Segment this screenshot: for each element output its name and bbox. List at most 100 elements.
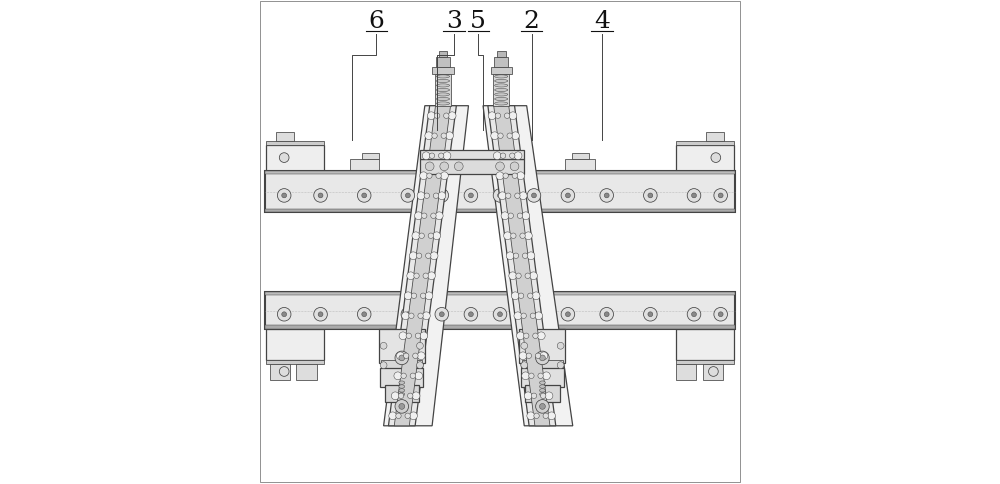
Bar (385, 385, 419, 402)
Bar (676, 364, 696, 380)
Circle shape (401, 373, 406, 378)
Circle shape (314, 189, 327, 203)
Circle shape (434, 114, 440, 119)
Circle shape (540, 393, 546, 399)
Bar (265, 293, 735, 329)
Circle shape (714, 189, 727, 203)
Polygon shape (488, 106, 556, 426)
Circle shape (543, 372, 550, 380)
Circle shape (412, 392, 420, 400)
Bar (432, 68, 454, 75)
Circle shape (718, 194, 723, 198)
Circle shape (440, 163, 449, 171)
Bar (270, 364, 290, 380)
Circle shape (644, 189, 657, 203)
Circle shape (380, 343, 387, 349)
Circle shape (543, 413, 548, 419)
Circle shape (508, 213, 513, 219)
Circle shape (532, 312, 536, 317)
Circle shape (531, 393, 537, 399)
Ellipse shape (436, 76, 450, 79)
Circle shape (394, 372, 402, 380)
Circle shape (511, 234, 516, 239)
Circle shape (405, 413, 410, 419)
Circle shape (391, 392, 399, 400)
Ellipse shape (436, 94, 450, 97)
Circle shape (510, 154, 515, 159)
Circle shape (441, 134, 446, 139)
Circle shape (493, 189, 507, 203)
Circle shape (711, 153, 721, 163)
Ellipse shape (495, 103, 508, 106)
Ellipse shape (495, 94, 508, 97)
Ellipse shape (495, 98, 508, 101)
Circle shape (714, 308, 727, 321)
Circle shape (407, 272, 415, 280)
Circle shape (512, 174, 518, 179)
Circle shape (277, 189, 291, 203)
Circle shape (692, 194, 696, 198)
Bar (362, 154, 379, 160)
Circle shape (420, 172, 427, 180)
Circle shape (527, 252, 535, 260)
Circle shape (424, 194, 430, 199)
Circle shape (514, 152, 522, 160)
Circle shape (491, 133, 499, 140)
Bar (266, 141, 324, 145)
Circle shape (417, 193, 425, 200)
Circle shape (438, 193, 446, 200)
Bar (266, 361, 324, 364)
Circle shape (565, 312, 570, 317)
Circle shape (533, 333, 538, 339)
Circle shape (692, 312, 696, 317)
Circle shape (532, 194, 536, 198)
Circle shape (527, 412, 535, 420)
Circle shape (557, 362, 564, 369)
Bar (676, 329, 734, 361)
Circle shape (557, 343, 564, 349)
Circle shape (498, 134, 503, 139)
Ellipse shape (495, 76, 508, 79)
Ellipse shape (399, 393, 405, 396)
Circle shape (495, 114, 501, 119)
Circle shape (422, 152, 430, 160)
Circle shape (420, 293, 426, 299)
Circle shape (522, 254, 528, 259)
Bar (676, 145, 734, 172)
Circle shape (540, 352, 548, 360)
Circle shape (503, 174, 508, 179)
Circle shape (425, 163, 434, 171)
Bar (572, 154, 589, 160)
Circle shape (318, 312, 323, 317)
Ellipse shape (540, 385, 545, 388)
Circle shape (435, 212, 443, 220)
Circle shape (535, 312, 543, 320)
Circle shape (423, 312, 430, 320)
Circle shape (521, 343, 528, 349)
Circle shape (468, 312, 473, 317)
Circle shape (435, 189, 449, 203)
Ellipse shape (436, 89, 450, 92)
Circle shape (433, 194, 439, 199)
Circle shape (282, 194, 287, 198)
Bar (525, 385, 560, 402)
Circle shape (428, 272, 435, 280)
Circle shape (427, 113, 435, 121)
Circle shape (433, 232, 441, 240)
Bar (565, 160, 595, 172)
Circle shape (409, 252, 417, 260)
Circle shape (399, 332, 407, 340)
Bar (420, 160, 524, 174)
Circle shape (435, 308, 449, 321)
Ellipse shape (399, 385, 405, 388)
Circle shape (512, 133, 519, 140)
Circle shape (561, 189, 575, 203)
Circle shape (398, 393, 404, 399)
Circle shape (417, 343, 423, 349)
Circle shape (527, 308, 541, 321)
Circle shape (412, 232, 420, 240)
Circle shape (441, 172, 448, 180)
Circle shape (448, 113, 456, 121)
Bar (706, 133, 724, 141)
Circle shape (279, 367, 289, 377)
